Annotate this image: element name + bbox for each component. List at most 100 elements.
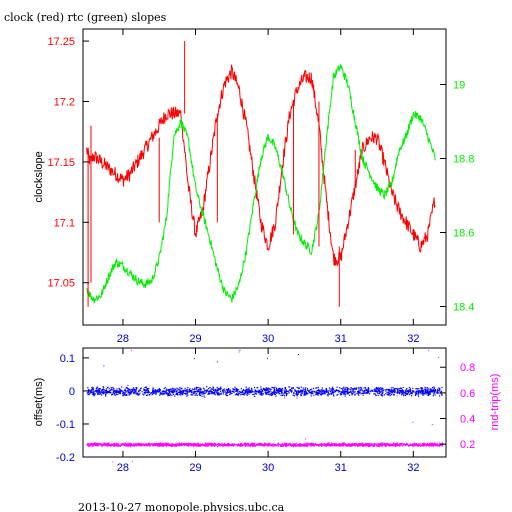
- point: [317, 444, 319, 446]
- scatter-series-offset: [86, 349, 443, 399]
- point: [227, 388, 229, 390]
- point: [171, 391, 173, 393]
- point: [294, 390, 296, 393]
- point: [136, 392, 138, 394]
- point: [269, 445, 271, 447]
- point: [296, 444, 298, 446]
- point: [273, 387, 275, 389]
- point: [313, 387, 315, 389]
- outlier-point: [130, 349, 132, 351]
- point: [276, 388, 278, 390]
- point: [328, 387, 331, 389]
- point: [379, 387, 381, 389]
- point: [94, 390, 96, 392]
- point: [92, 387, 94, 389]
- point: [314, 391, 316, 393]
- point: [327, 442, 329, 444]
- point: [215, 390, 217, 392]
- point: [187, 386, 189, 389]
- point: [434, 390, 436, 392]
- point: [317, 392, 319, 394]
- point: [164, 387, 166, 389]
- point: [255, 445, 257, 447]
- point: [160, 444, 162, 446]
- point: [346, 387, 348, 389]
- point: [436, 444, 438, 446]
- point: [196, 444, 198, 446]
- point: [147, 390, 149, 392]
- point: [402, 390, 404, 392]
- point: [153, 443, 155, 445]
- point: [222, 445, 224, 447]
- point: [188, 390, 190, 392]
- top-x-tick-label-32: 32: [407, 333, 419, 345]
- point: [152, 443, 154, 445]
- point: [114, 443, 116, 445]
- point: [186, 388, 188, 390]
- point: [124, 394, 126, 396]
- point: [168, 389, 170, 391]
- point: [387, 389, 389, 391]
- point: [158, 442, 160, 444]
- point: [162, 445, 164, 447]
- point: [319, 443, 321, 445]
- point: [372, 444, 374, 446]
- point: [429, 393, 431, 395]
- point: [230, 392, 232, 394]
- point: [279, 388, 281, 390]
- point: [109, 444, 111, 446]
- point: [225, 394, 227, 396]
- point: [278, 393, 280, 395]
- point: [120, 444, 122, 446]
- point: [397, 391, 400, 393]
- point: [88, 444, 90, 446]
- point: [174, 443, 176, 446]
- point: [137, 444, 139, 446]
- point: [152, 388, 154, 390]
- point: [349, 391, 351, 393]
- point: [91, 386, 93, 389]
- point: [351, 444, 353, 446]
- point: [285, 442, 287, 444]
- point: [243, 393, 245, 395]
- point: [153, 390, 155, 393]
- point: [213, 389, 215, 392]
- point: [229, 390, 232, 392]
- point: [251, 390, 253, 392]
- point: [250, 387, 253, 389]
- point: [409, 391, 411, 393]
- point: [327, 395, 329, 397]
- point: [319, 444, 321, 446]
- point: [279, 445, 281, 447]
- point: [382, 390, 384, 392]
- point: [143, 388, 145, 390]
- point: [419, 444, 421, 446]
- point: [281, 444, 283, 446]
- point: [189, 390, 191, 392]
- point: [118, 445, 120, 447]
- point: [161, 392, 163, 394]
- point: [398, 444, 400, 446]
- point: [381, 389, 383, 391]
- point: [240, 391, 242, 394]
- point: [107, 443, 109, 445]
- point: [158, 390, 160, 392]
- point: [331, 445, 334, 447]
- point: [432, 442, 434, 445]
- bottom-left-y-tick-label-1: 0: [69, 386, 75, 398]
- point: [307, 392, 309, 395]
- point: [124, 389, 126, 391]
- point: [416, 444, 418, 446]
- outlier-point: [267, 357, 268, 359]
- point: [164, 443, 166, 445]
- point: [300, 393, 302, 395]
- point: [371, 443, 373, 445]
- point: [214, 390, 216, 392]
- point: [232, 443, 234, 445]
- point: [268, 388, 270, 390]
- point: [284, 390, 286, 392]
- point: [352, 391, 354, 393]
- point: [388, 445, 390, 447]
- point: [127, 388, 129, 390]
- point: [364, 390, 366, 392]
